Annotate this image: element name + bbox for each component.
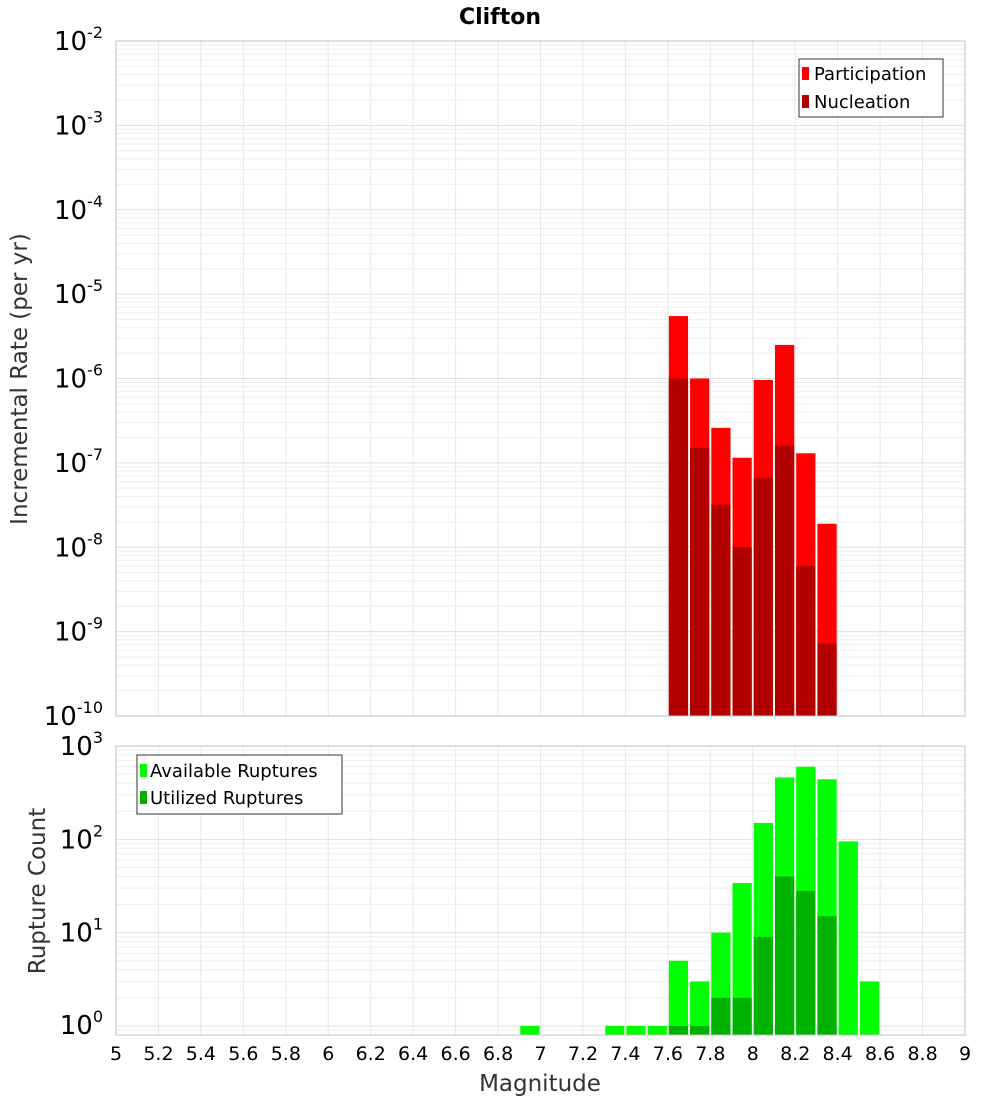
- utilized-ruptures-bar: [732, 997, 752, 1035]
- count-x-tick-labels: 5 5.2 5.4 5.6 5.8 6 6.2 6.4 6.6 6.8 7 7.2 7.4 7.6 7.8 8…: [110, 1043, 971, 1065]
- nucleation-bar: [774, 445, 795, 716]
- count-x-axis-label: Magnitude: [479, 1071, 601, 1097]
- nucleation-legend-label: Nucleation: [814, 92, 910, 113]
- count-y-tick-labels: 103 102 101 100: [60, 728, 103, 1041]
- count-x-tick-label: 8.8: [907, 1043, 937, 1065]
- rate-y-tick-labels: 10-2 10-3 10-4 10-5 10-6 10-7 10-8 10-9 10-10: [44, 23, 103, 732]
- count-x-tick-label: 5.4: [186, 1043, 216, 1065]
- count-x-tick-label: 7.6: [653, 1043, 683, 1065]
- count-x-tick-label: 9: [959, 1043, 971, 1065]
- utilized-ruptures-legend-swatch: [140, 791, 147, 804]
- rate-y-tick-label: 10-7: [54, 445, 103, 479]
- rate-y-tick-label: 10-9: [54, 614, 103, 648]
- count-legend-box: [136, 754, 343, 815]
- nucleation-bar: [732, 547, 752, 716]
- count-x-tick-label: 5: [110, 1043, 122, 1065]
- rate-plot-border: [115, 40, 966, 717]
- available-ruptures-legend-swatch: [140, 764, 147, 777]
- available-ruptures-bar: [647, 1025, 667, 1035]
- utilized-ruptures-bar: [690, 1025, 710, 1035]
- utilized-ruptures-bar: [711, 997, 731, 1035]
- rate-y-tick-label: 10-2: [54, 23, 103, 57]
- count-bars: [520, 766, 880, 1035]
- utilized-ruptures-bar: [817, 916, 837, 1035]
- count-x-tick-label: 7.2: [568, 1043, 598, 1065]
- rate-y-tick-label: 10-6: [54, 361, 103, 395]
- count-panel: 103 102 101 100 5 5.2 5.4 5.6 5.8 6 6.2 6.4 6.6 6.8 7…: [25, 728, 971, 1097]
- count-x-tick-label: 5.6: [228, 1043, 258, 1065]
- count-x-tick-label: 8: [747, 1043, 759, 1065]
- participation-legend-swatch: [802, 67, 809, 80]
- count-x-tick-label: 5.8: [271, 1043, 301, 1065]
- rate-panel: 10-2 10-3 10-4 10-5 10-6 10-7 10-8 10-9 10-10 In…: [7, 23, 966, 732]
- rate-y-tick-label: 10-4: [54, 192, 103, 226]
- nucleation-bar: [817, 643, 837, 716]
- count-x-tick-label: 6.8: [483, 1043, 513, 1065]
- chart-title: Clifton: [459, 5, 541, 30]
- count-x-tick-label: 8.4: [823, 1043, 853, 1065]
- rate-gridlines: [115, 40, 966, 717]
- nucleation-legend-swatch: [802, 95, 809, 108]
- rate-y-tick-label: 10-5: [54, 276, 103, 310]
- count-y-tick-label: 102: [60, 821, 103, 855]
- count-x-tick-label: 6.2: [356, 1043, 386, 1065]
- nucleation-bar: [796, 565, 816, 716]
- utilized-ruptures-bar: [753, 936, 773, 1035]
- utilized-ruptures-bar: [668, 1025, 689, 1035]
- available-ruptures-bar: [859, 981, 880, 1035]
- count-y-tick-label: 100: [60, 1007, 103, 1041]
- available-ruptures-bar: [626, 1025, 646, 1035]
- rate-legend-box: [798, 58, 944, 118]
- count-x-tick-label: 5.2: [143, 1043, 173, 1065]
- count-plot-border: [115, 745, 966, 1036]
- available-ruptures-bar: [690, 981, 710, 1035]
- nucleation-bar: [753, 478, 773, 716]
- available-ruptures-bar: [838, 841, 858, 1035]
- utilized-ruptures-legend-label: Utilized Ruptures: [150, 788, 303, 809]
- nucleation-bar: [668, 378, 689, 716]
- count-x-tick-label: 8.6: [865, 1043, 895, 1065]
- available-ruptures-legend-label: Available Ruptures: [150, 761, 318, 782]
- rate-y-axis-label: Incremental Rate (per yr): [7, 233, 33, 525]
- utilized-ruptures-bar: [774, 876, 795, 1035]
- nucleation-bar: [690, 448, 710, 716]
- available-ruptures-bar: [732, 883, 752, 1035]
- count-x-tick-label: 6.6: [440, 1043, 470, 1065]
- count-x-tick-label: 6: [322, 1043, 334, 1065]
- available-ruptures-bar: [520, 1025, 540, 1035]
- count-x-tick-label: 7.4: [610, 1043, 640, 1065]
- count-legend: Available Ruptures Utilized Ruptures: [136, 754, 343, 815]
- rate-y-tick-label: 10-10: [44, 698, 103, 732]
- count-y-tick-label: 103: [60, 728, 103, 762]
- utilized-ruptures-bar: [796, 890, 816, 1035]
- available-ruptures-bar: [605, 1025, 625, 1035]
- count-y-tick-label: 101: [60, 915, 103, 949]
- available-ruptures-bar: [668, 960, 689, 1035]
- rate-y-tick-label: 10-8: [54, 529, 103, 563]
- count-x-tick-label: 8.2: [780, 1043, 810, 1065]
- rate-y-tick-label: 10-3: [54, 107, 103, 141]
- count-x-tick-label: 7: [534, 1043, 546, 1065]
- nucleation-bar: [711, 504, 731, 716]
- count-x-tick-label: 6.4: [398, 1043, 428, 1065]
- rate-bars: [668, 316, 837, 716]
- rate-legend: Participation Nucleation: [798, 58, 944, 118]
- count-y-axis-label: Rupture Count: [25, 808, 51, 974]
- participation-legend-label: Participation: [814, 64, 926, 85]
- count-x-tick-label: 7.8: [695, 1043, 725, 1065]
